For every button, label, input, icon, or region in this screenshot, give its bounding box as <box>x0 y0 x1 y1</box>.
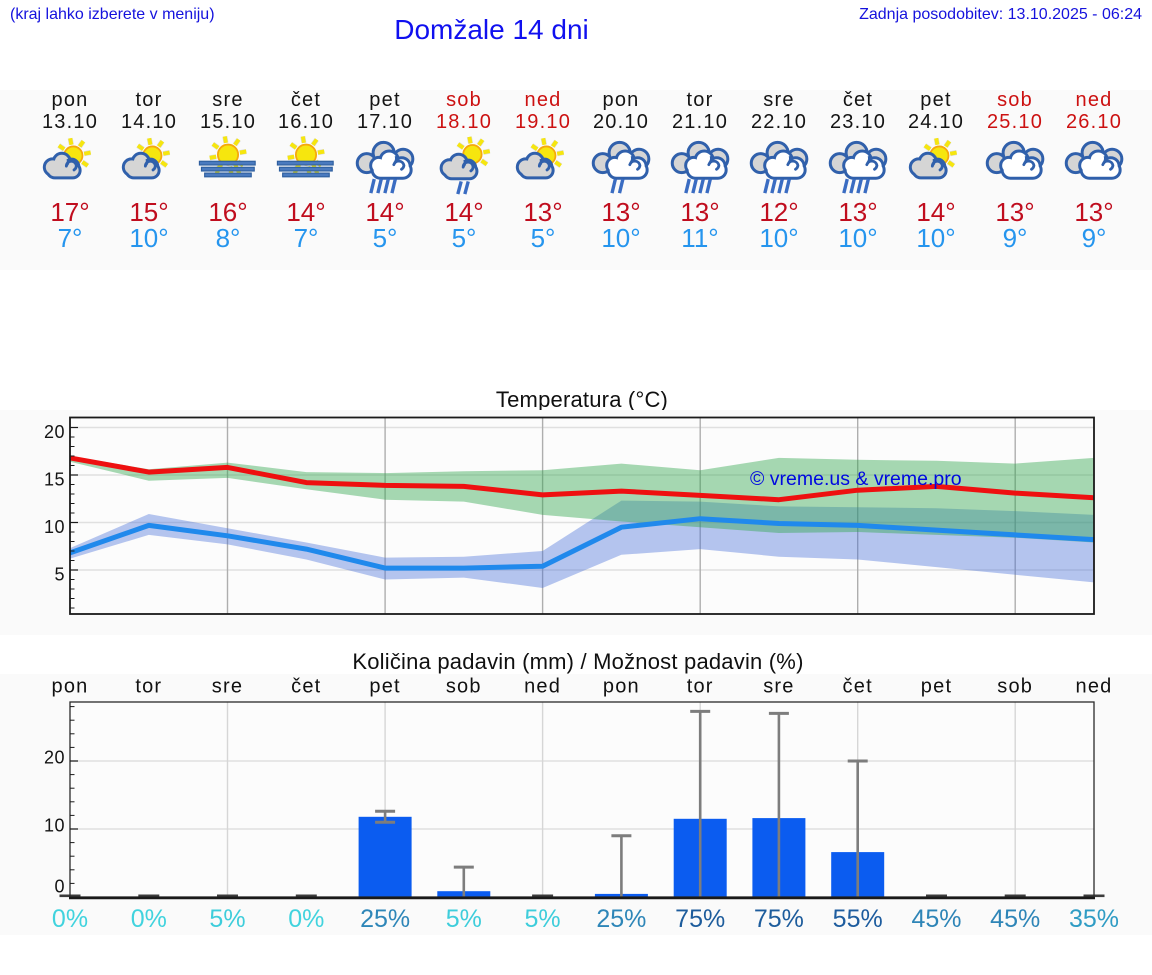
svg-text:sob: sob <box>446 676 482 698</box>
svg-text:ned: ned <box>524 676 561 698</box>
svg-text:5%: 5% <box>209 905 245 933</box>
svg-text:20: 20 <box>44 422 65 442</box>
svg-text:5%: 5% <box>446 905 482 933</box>
svg-text:pet: pet <box>921 676 952 698</box>
svg-text:0%: 0% <box>52 905 88 933</box>
svg-text:čet: čet <box>843 676 873 698</box>
svg-text:5%: 5% <box>525 905 561 933</box>
svg-text:pet: pet <box>369 676 400 698</box>
svg-text:0%: 0% <box>131 905 167 933</box>
svg-text:čet: čet <box>291 676 321 698</box>
svg-text:sre: sre <box>212 676 243 698</box>
svg-text:sob: sob <box>997 676 1033 698</box>
svg-text:10: 10 <box>44 517 65 537</box>
svg-text:tor: tor <box>135 676 162 698</box>
svg-text:15: 15 <box>44 469 65 489</box>
svg-text:20: 20 <box>44 748 65 768</box>
svg-text:75%: 75% <box>754 905 804 933</box>
svg-text:10: 10 <box>44 816 65 836</box>
svg-text:sre: sre <box>763 676 794 698</box>
svg-text:0: 0 <box>54 877 65 897</box>
svg-text:0%: 0% <box>288 905 324 933</box>
svg-text:tor: tor <box>687 676 714 698</box>
svg-text:25%: 25% <box>596 905 646 933</box>
svg-text:25%: 25% <box>360 905 410 933</box>
svg-text:pon: pon <box>52 676 89 698</box>
svg-text:45%: 45% <box>990 905 1040 933</box>
svg-text:5: 5 <box>54 564 65 584</box>
svg-text:45%: 45% <box>911 905 961 933</box>
svg-text:35%: 35% <box>1069 905 1119 933</box>
svg-text:55%: 55% <box>833 905 883 933</box>
svg-text:75%: 75% <box>675 905 725 933</box>
svg-text:ned: ned <box>1076 676 1113 698</box>
svg-text:© vreme.us & vreme.pro: © vreme.us & vreme.pro <box>750 468 962 490</box>
svg-text:pon: pon <box>603 676 640 698</box>
